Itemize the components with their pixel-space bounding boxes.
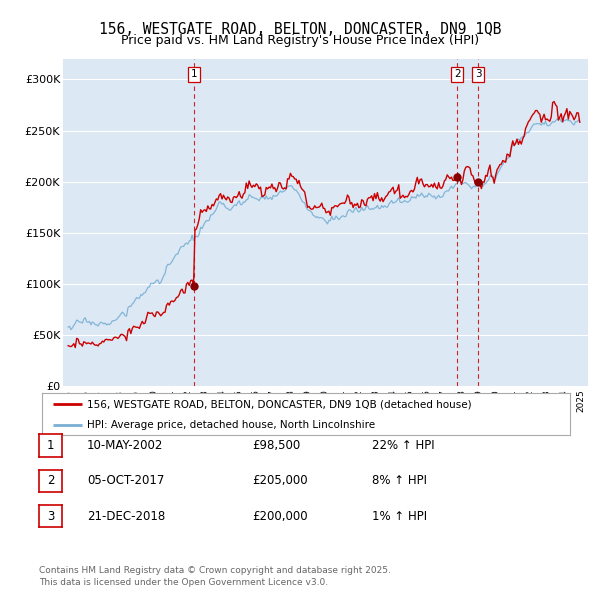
Text: 8% ↑ HPI: 8% ↑ HPI bbox=[372, 474, 427, 487]
Text: Contains HM Land Registry data © Crown copyright and database right 2025.
This d: Contains HM Land Registry data © Crown c… bbox=[39, 566, 391, 587]
Text: 2: 2 bbox=[47, 474, 54, 487]
Text: 1% ↑ HPI: 1% ↑ HPI bbox=[372, 510, 427, 523]
Text: 3: 3 bbox=[47, 510, 54, 523]
Text: 2: 2 bbox=[454, 70, 461, 79]
Text: 1: 1 bbox=[47, 439, 54, 452]
Text: 156, WESTGATE ROAD, BELTON, DONCASTER, DN9 1QB: 156, WESTGATE ROAD, BELTON, DONCASTER, D… bbox=[99, 22, 501, 37]
Text: 156, WESTGATE ROAD, BELTON, DONCASTER, DN9 1QB (detached house): 156, WESTGATE ROAD, BELTON, DONCASTER, D… bbox=[87, 399, 472, 409]
Text: Price paid vs. HM Land Registry's House Price Index (HPI): Price paid vs. HM Land Registry's House … bbox=[121, 34, 479, 47]
Text: 3: 3 bbox=[475, 70, 481, 79]
Text: £98,500: £98,500 bbox=[252, 439, 300, 452]
Text: 21-DEC-2018: 21-DEC-2018 bbox=[87, 510, 165, 523]
Text: £205,000: £205,000 bbox=[252, 474, 308, 487]
Text: £200,000: £200,000 bbox=[252, 510, 308, 523]
Text: 05-OCT-2017: 05-OCT-2017 bbox=[87, 474, 164, 487]
Text: HPI: Average price, detached house, North Lincolnshire: HPI: Average price, detached house, Nort… bbox=[87, 420, 375, 430]
Text: 22% ↑ HPI: 22% ↑ HPI bbox=[372, 439, 434, 452]
Text: 1: 1 bbox=[191, 70, 197, 79]
Text: 10-MAY-2002: 10-MAY-2002 bbox=[87, 439, 163, 452]
